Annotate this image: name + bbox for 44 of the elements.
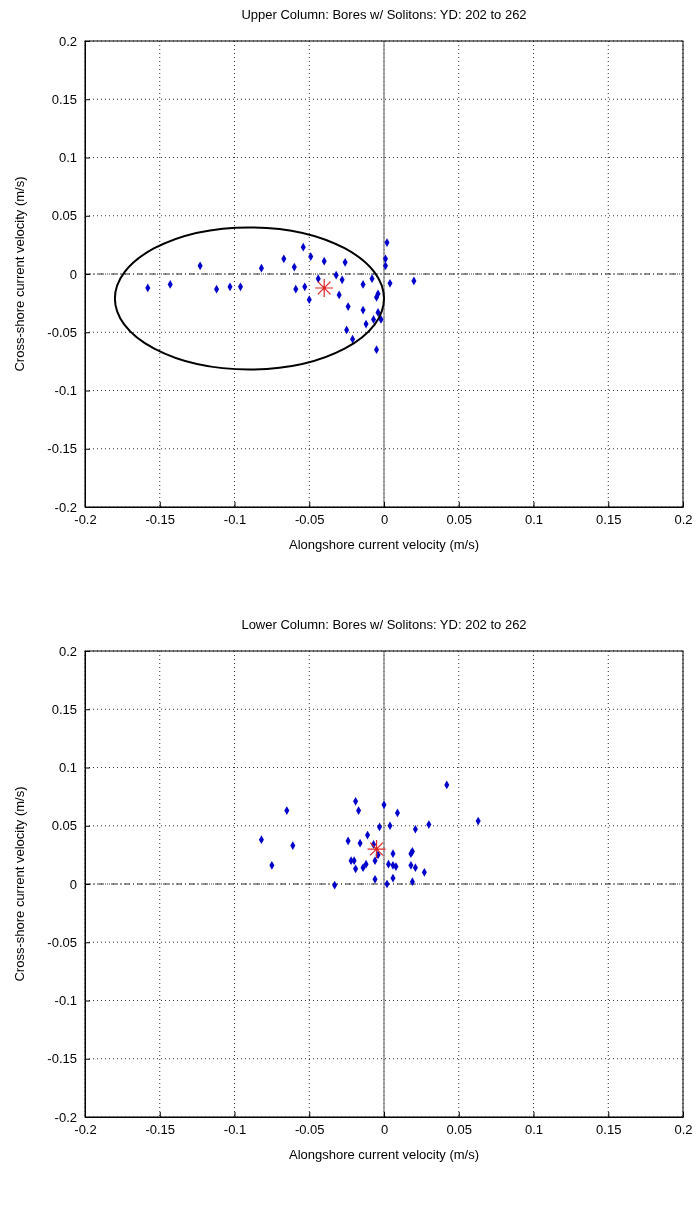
x-tick-label: -0.05	[294, 1122, 325, 1138]
chart-title: Lower Column: Bores w/ Solitons: YD: 202 to 262	[241, 617, 527, 632]
y-tick-label: -0.05	[47, 934, 77, 950]
y-axis-title: Cross-shore current velocity (m/s)	[12, 176, 27, 372]
y-tick-label: 0.2	[58, 33, 77, 49]
x-tick-label: 0.05	[446, 512, 472, 528]
x-tick-label: 0	[380, 1122, 389, 1138]
y-tick-label: 0.1	[58, 150, 77, 166]
y-tick-label: 0.1	[58, 760, 77, 776]
y-tick-label: -0.1	[54, 383, 77, 399]
point	[366, 839, 387, 859]
y-tick-label: 0	[69, 876, 77, 892]
y-tick-label: 0.15	[51, 701, 77, 717]
y-tick-label: 0.05	[51, 818, 77, 834]
y-tick-label: 0	[69, 266, 77, 282]
y-tick-label: -0.15	[47, 1051, 77, 1067]
point	[382, 261, 389, 271]
y-tick-label: -0.1	[54, 993, 77, 1009]
point	[314, 278, 334, 298]
x-tick-label: -0.15	[145, 1122, 176, 1138]
y-axis-title: Cross-shore current velocity (m/s)	[12, 786, 27, 982]
x-tick-label: 0.15	[596, 512, 622, 528]
y-tick-label: -0.05	[47, 324, 77, 340]
y-tick-label: -0.2	[54, 1109, 77, 1125]
x-tick-label: -0.1	[223, 1122, 247, 1138]
x-tick-label: 0.15	[596, 1122, 622, 1138]
x-tick-label: -0.15	[145, 512, 176, 528]
x-tick-label: 0.2	[674, 512, 693, 528]
x-tick-label: -0.05	[294, 512, 325, 528]
chart-title: Upper Column: Bores w/ Solitons: YD: 202 to 262	[241, 7, 527, 22]
x-tick-label: 0.2	[674, 1122, 693, 1138]
y-tick-label: 0.05	[51, 208, 77, 224]
x-tick-label: 0	[380, 512, 389, 528]
y-tick-label: 0.15	[51, 91, 77, 107]
x-tick-label: -0.1	[223, 512, 247, 528]
point	[382, 254, 389, 264]
x-axis-title: Alongshore current velocity (m/s)	[288, 537, 480, 552]
x-tick-label: 0.1	[524, 1122, 544, 1138]
x-tick-label: 0.05	[446, 1122, 472, 1138]
y-tick-label: 0.2	[58, 643, 77, 659]
x-tick-label: 0.1	[524, 512, 544, 528]
y-tick-label: -0.15	[47, 441, 77, 457]
y-tick-label: -0.2	[54, 499, 77, 515]
x-axis-title: Alongshore current velocity (m/s)	[288, 1147, 480, 1162]
